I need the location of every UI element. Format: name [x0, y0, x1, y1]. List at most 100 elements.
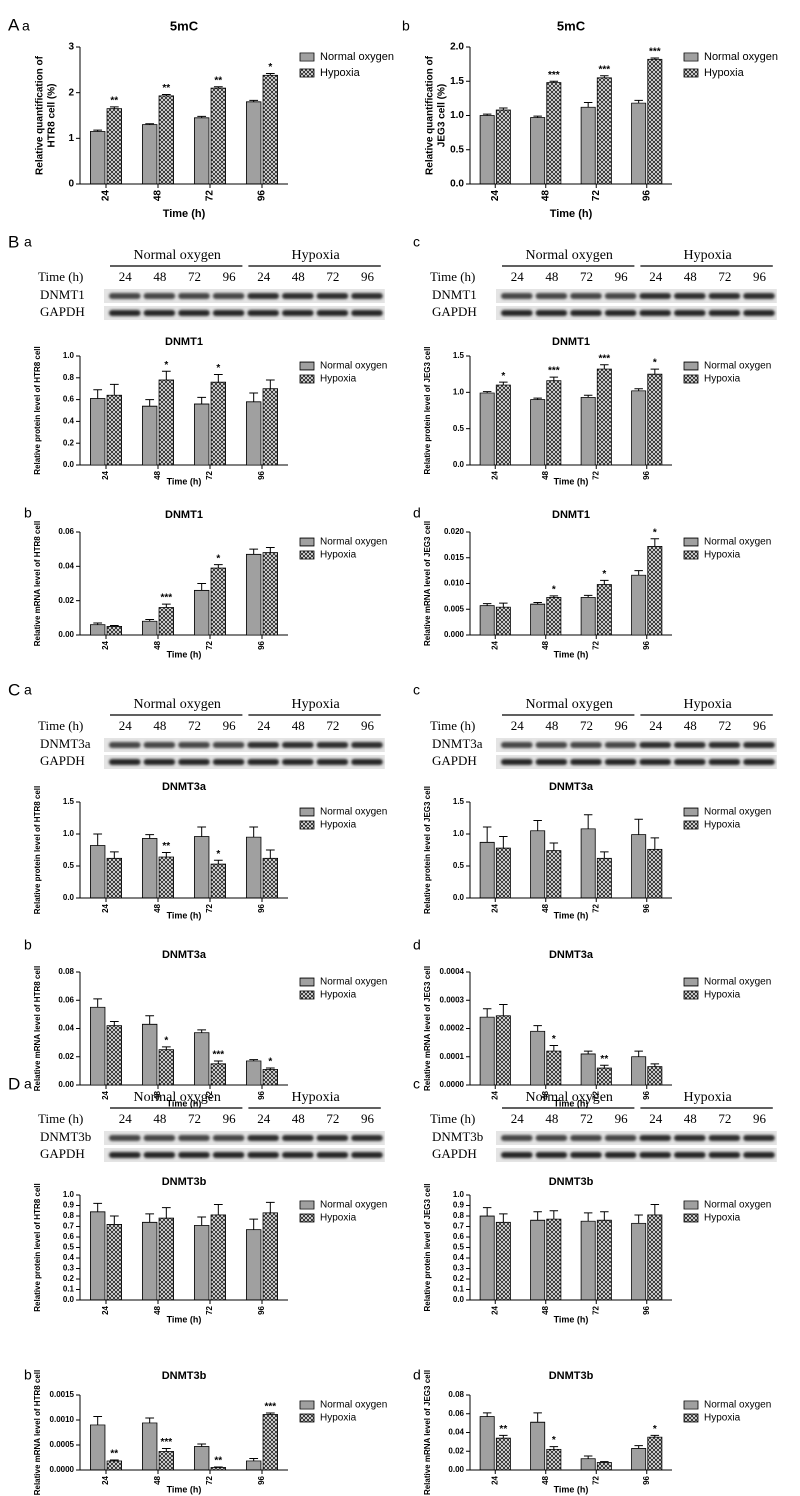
error-bar — [600, 1211, 609, 1221]
y-tick-label: 0.0 — [63, 460, 75, 469]
y-tick-label: 0.5 — [453, 424, 465, 433]
error-bar — [249, 826, 259, 838]
blot-band — [178, 759, 210, 765]
bar — [580, 1053, 596, 1086]
error-bar — [634, 99, 643, 104]
x-axis-label: Time (h) — [163, 208, 206, 220]
bar — [106, 108, 123, 185]
y-tick-label: 0.6 — [63, 395, 75, 404]
significance-label: ** — [214, 1456, 222, 1467]
legend-swatch — [299, 990, 315, 1000]
blot-band — [570, 310, 602, 316]
significance-label: * — [552, 1034, 556, 1045]
y-tick-label: 0.6 — [63, 1232, 75, 1241]
error-bar — [265, 1201, 275, 1213]
y-tick-label: 0.7 — [63, 1222, 75, 1231]
significance-label: * — [552, 1435, 556, 1446]
panel-letter: d — [413, 505, 421, 521]
bar — [596, 857, 612, 899]
y-tick-label: 0.02 — [58, 1052, 74, 1061]
legend-label: Normal oxygen — [704, 51, 778, 63]
blot-band — [316, 1135, 349, 1141]
error-bar — [549, 80, 559, 83]
y-axis-label: Relative mRNA level of HTR8 cell — [33, 521, 42, 647]
bar — [530, 1421, 546, 1471]
blot-time: 48 — [545, 718, 558, 733]
x-tick-label: 72 — [591, 1305, 600, 1314]
bar — [530, 399, 546, 466]
panel-letter: b — [24, 937, 32, 953]
x-tick-label: 48 — [540, 190, 551, 202]
error-bar — [533, 602, 542, 605]
blot-band — [501, 1152, 533, 1158]
blot-band — [639, 293, 671, 299]
blot-group-label: Hypoxia — [683, 1090, 732, 1105]
error-bar — [213, 1203, 223, 1215]
y-tick-label: 1.5 — [453, 351, 465, 360]
legend-label: Hypoxia — [704, 67, 745, 79]
y-axis-label: Relative mRNA level of JEG3 cell — [423, 966, 432, 1091]
bar — [193, 589, 210, 636]
blot-band — [247, 310, 279, 316]
blot-band — [109, 310, 141, 316]
blot-band — [282, 293, 314, 299]
blot-time: 48 — [545, 1111, 558, 1126]
significance-label: * — [552, 585, 556, 596]
chart-title: DNMT3b — [549, 1176, 594, 1188]
x-tick-label: 72 — [205, 1475, 214, 1484]
section-letter: B — [8, 232, 19, 251]
error-bar — [93, 1202, 103, 1212]
blot-band — [708, 293, 741, 299]
bar — [193, 1032, 210, 1086]
bar — [479, 1016, 495, 1086]
y-tick-label: 0.1 — [63, 1285, 75, 1294]
blot-row-label: GAPDH — [40, 1146, 85, 1161]
blot-time: 24 — [119, 1111, 133, 1126]
x-tick-label: 24 — [490, 903, 499, 912]
error-bar — [93, 833, 103, 846]
error-bar — [265, 1412, 275, 1415]
blot-band — [604, 759, 637, 765]
legend-label: Hypoxia — [704, 1213, 741, 1224]
panel-letter: a — [24, 234, 32, 250]
x-tick-label: 48 — [541, 1305, 550, 1314]
x-tick-label: 48 — [153, 1090, 162, 1099]
bar — [210, 1214, 226, 1301]
chart-title: DNMT3a — [162, 949, 207, 961]
error-bar — [109, 1215, 119, 1225]
error-bar — [482, 603, 492, 606]
panel-letter: a — [24, 1076, 32, 1092]
y-tick-label: 0.0000 — [50, 1465, 75, 1474]
blot-band — [247, 742, 279, 748]
error-bar — [161, 1046, 171, 1050]
error-bar — [161, 93, 171, 96]
bar — [210, 381, 226, 466]
bar — [262, 74, 279, 185]
blot-time: 96 — [753, 269, 767, 284]
bar — [479, 1215, 495, 1301]
x-tick-label: 96 — [642, 1475, 651, 1484]
y-tick-label: 0.5 — [453, 861, 465, 870]
error-bar — [533, 820, 542, 831]
error-bar — [93, 1416, 103, 1425]
legend-label: Normal oxygen — [320, 51, 394, 63]
error-bar — [499, 381, 508, 386]
y-tick-label: 0.5 — [63, 1243, 75, 1252]
legend-swatch — [683, 1413, 699, 1423]
error-bar — [197, 115, 207, 118]
blot-band — [604, 293, 637, 299]
x-tick-label: 72 — [205, 190, 216, 202]
bar — [90, 1211, 106, 1301]
error-bar — [499, 1434, 508, 1439]
y-tick-label: 0.010 — [444, 579, 465, 588]
bar — [193, 1225, 210, 1301]
bar — [158, 1049, 174, 1086]
legend-swatch — [299, 537, 315, 547]
x-tick-label: 24 — [490, 1090, 499, 1099]
panel-letter: b — [24, 505, 32, 521]
blot-time: 96 — [361, 269, 375, 284]
blot-time-label: Time (h) — [430, 718, 475, 733]
legend-swatch — [683, 820, 699, 830]
error-bar — [109, 625, 119, 627]
panel-letter: b — [24, 1367, 32, 1383]
